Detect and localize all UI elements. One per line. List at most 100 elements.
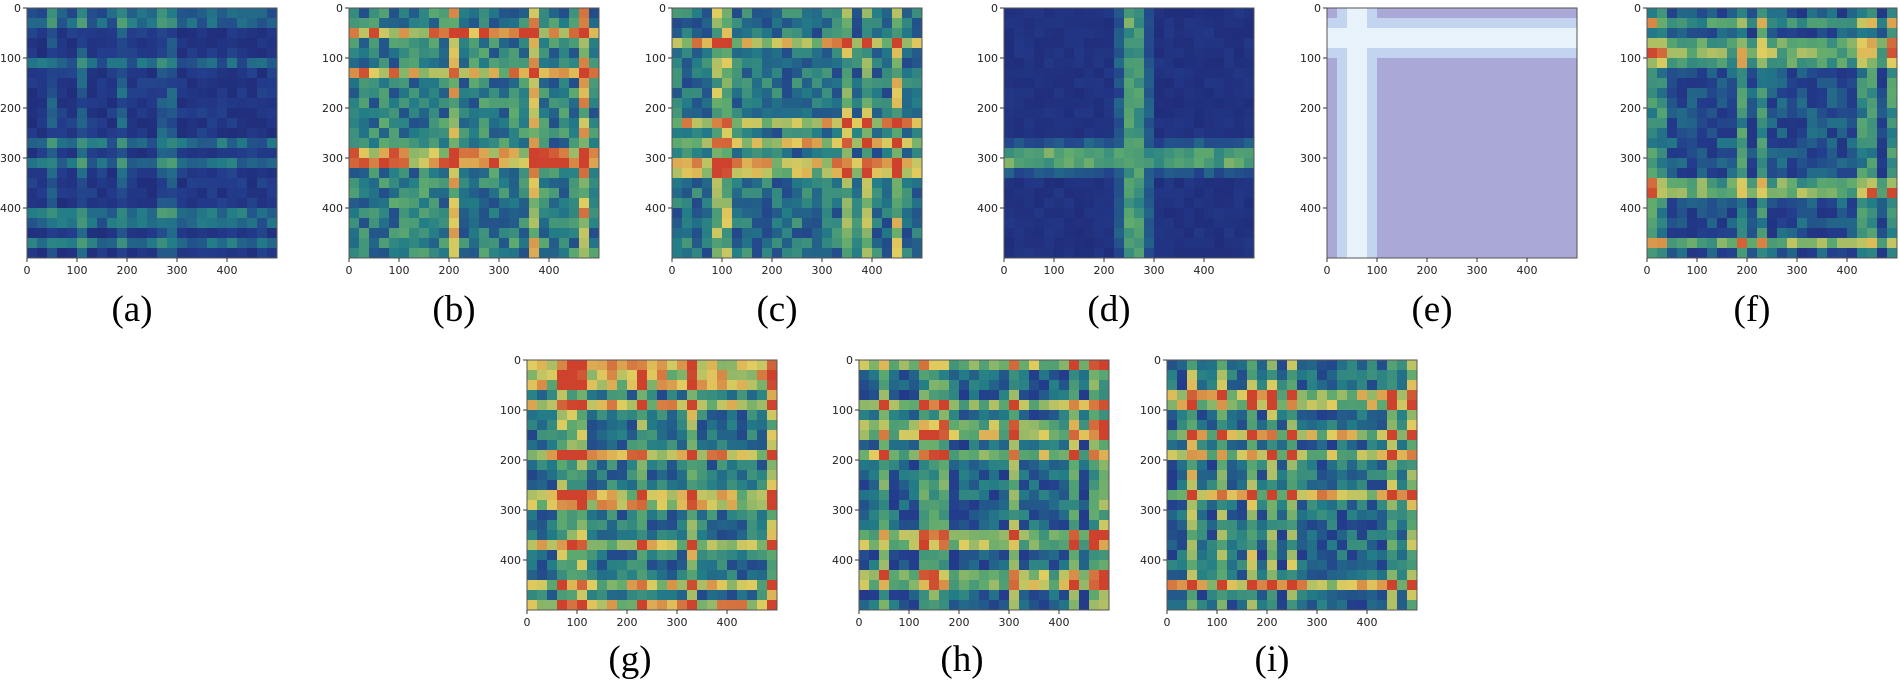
heatmap-cell [127, 128, 137, 138]
heatmap-cell [1847, 198, 1857, 208]
heatmap-cell [527, 460, 537, 470]
heatmap-cell [1069, 480, 1079, 490]
heatmap-cell [349, 128, 359, 138]
heatmap-cell [899, 480, 909, 490]
heatmap-cell [682, 178, 692, 188]
heatmap-cell [822, 98, 832, 108]
heatmap-cell [1357, 148, 1367, 158]
heatmap-cell [902, 178, 912, 188]
heatmap-cell [1777, 168, 1787, 178]
heatmap-cell [1024, 28, 1034, 38]
heatmap-cell [137, 248, 147, 258]
heatmap-cell [1567, 178, 1577, 188]
heatmap-cell [1224, 58, 1234, 68]
heatmap-cell [107, 98, 117, 108]
heatmap-cell [697, 420, 707, 430]
heatmap-cell [1044, 218, 1054, 228]
heatmap-cell [617, 450, 627, 460]
heatmap-cell [1044, 88, 1054, 98]
heatmap-cell [1527, 228, 1537, 238]
heatmap-cell [702, 48, 712, 58]
heatmap-cell [1089, 430, 1099, 440]
heatmap-cell [1697, 138, 1707, 148]
heatmap-cells [527, 360, 777, 610]
heatmap-cell [197, 108, 207, 118]
heatmap-cell [459, 68, 469, 78]
heatmap-cell [409, 18, 419, 28]
heatmap-cell [747, 400, 757, 410]
heatmap-cell [1427, 8, 1437, 18]
heatmap-cell [1487, 198, 1497, 208]
heatmap-cell [1837, 78, 1847, 88]
heatmap-cell [1837, 138, 1847, 148]
heatmap-cell [757, 550, 767, 560]
heatmap-cell [727, 520, 737, 530]
heatmap-cell [939, 520, 949, 530]
heatmap-cell [157, 238, 167, 248]
heatmap-cell [1487, 68, 1497, 78]
heatmap-cell [117, 148, 127, 158]
heatmap-cell [1204, 148, 1214, 158]
heatmap-cell [1387, 248, 1397, 258]
heatmap-cell [419, 8, 429, 18]
heatmap-cell [832, 88, 842, 98]
heatmap-cell [1114, 48, 1124, 58]
heatmap-cell [419, 118, 429, 128]
heatmap-cell [792, 188, 802, 198]
heatmap-cell [1059, 430, 1069, 440]
heatmap-cell [167, 188, 177, 198]
heatmap-cell [557, 520, 567, 530]
heatmap-cell [792, 108, 802, 118]
heatmap-cell [539, 208, 549, 218]
heatmap-cell [1767, 188, 1777, 198]
heatmap-cell [772, 128, 782, 138]
heatmap-cell [692, 108, 702, 118]
heatmap-cell [722, 238, 732, 248]
heatmap-cell [637, 560, 647, 570]
heatmap-cell [1487, 158, 1497, 168]
y-tick-label: 0 [1314, 2, 1321, 15]
heatmap-cell [1014, 128, 1024, 138]
heatmap-cell [1074, 98, 1084, 108]
heatmap-cell [519, 178, 529, 188]
heatmap-cell [1717, 108, 1727, 118]
heatmap-cell [1064, 78, 1074, 88]
heatmap-cell [1647, 68, 1657, 78]
heatmap-cell [912, 108, 922, 118]
heatmap-cell [1847, 128, 1857, 138]
heatmap-cell [1807, 238, 1817, 248]
heatmap-cell [1837, 8, 1847, 18]
heatmap-cell [1234, 158, 1244, 168]
heatmap-cell [529, 138, 539, 148]
heatmap-cell [899, 490, 909, 500]
heatmap-cell [489, 108, 499, 118]
heatmap-cell [1009, 470, 1019, 480]
heatmap-cell [439, 78, 449, 88]
heatmap-cell [1687, 68, 1697, 78]
heatmap-cell [1497, 128, 1507, 138]
heatmap-cell [567, 450, 577, 460]
heatmap-cell [912, 128, 922, 138]
heatmap-cell [1064, 18, 1074, 28]
heatmap-cell [539, 218, 549, 228]
heatmap-cell [539, 78, 549, 88]
heatmap-cell [822, 138, 832, 148]
heatmap-cell [567, 580, 577, 590]
heatmap-cell [557, 600, 567, 610]
heatmap-cell [1124, 178, 1134, 188]
heatmap-cell [1887, 88, 1897, 98]
heatmap-cell [902, 188, 912, 198]
heatmap-cell [1697, 18, 1707, 28]
heatmap-cell [589, 168, 599, 178]
heatmap-cell [559, 208, 569, 218]
heatmap-cell [1049, 400, 1059, 410]
heatmap-cell [862, 208, 872, 218]
heatmap-cell [1457, 98, 1467, 108]
heatmap-cell [539, 158, 549, 168]
heatmap-cell [1867, 248, 1877, 258]
heatmap-cell [547, 440, 557, 450]
heatmap-cell [1677, 88, 1687, 98]
heatmap-cell [1427, 58, 1437, 68]
heatmap-cell [1164, 238, 1174, 248]
heatmap-cell [1224, 248, 1234, 258]
